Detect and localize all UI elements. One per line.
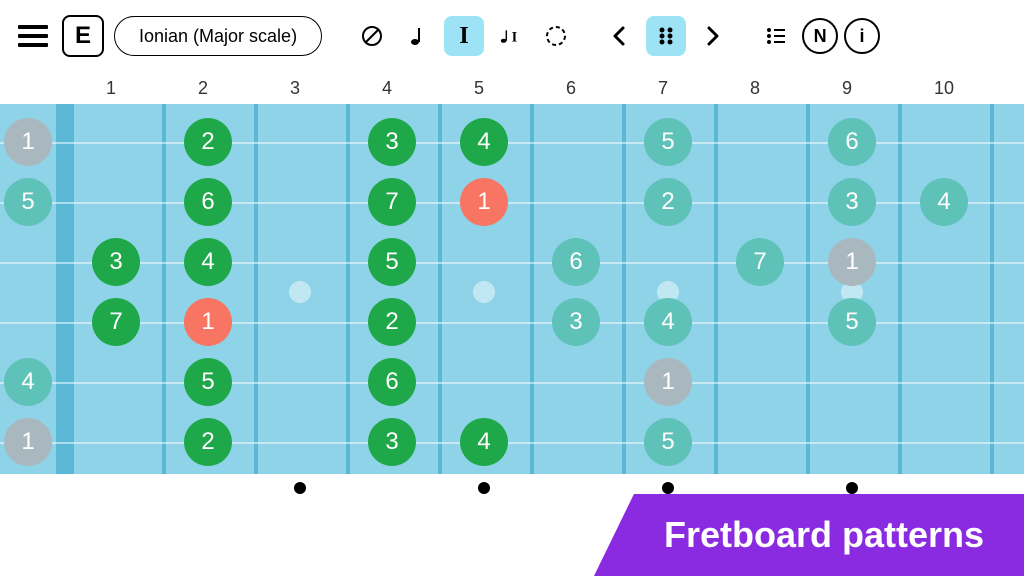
prev-icon[interactable]: [600, 16, 640, 56]
note-dot[interactable]: 6: [368, 358, 416, 406]
note-dot[interactable]: 1: [460, 178, 508, 226]
note-dot[interactable]: 7: [736, 238, 784, 286]
string-line: [0, 442, 1024, 444]
menu-button[interactable]: [14, 21, 52, 51]
pattern-dots-icon[interactable]: [646, 16, 686, 56]
note-dot[interactable]: 3: [368, 118, 416, 166]
nut: [56, 104, 74, 474]
note-dot[interactable]: 6: [184, 178, 232, 226]
note-dot[interactable]: 2: [368, 298, 416, 346]
fret-line: [714, 104, 718, 474]
note-dot[interactable]: 4: [644, 298, 692, 346]
note-dot[interactable]: 1: [4, 418, 52, 466]
fret-line: [438, 104, 442, 474]
note-dot[interactable]: 5: [644, 418, 692, 466]
fret-number: 1: [106, 78, 116, 99]
note-dot[interactable]: 7: [368, 178, 416, 226]
fret-line: [162, 104, 166, 474]
fret-line: [254, 104, 258, 474]
fret-marker: [478, 482, 490, 494]
promo-banner: Fretboard patterns: [594, 494, 1024, 576]
fret-marker: [662, 482, 674, 494]
note-dot[interactable]: 3: [552, 298, 600, 346]
note-dot[interactable]: 2: [184, 418, 232, 466]
inlay-dot: [473, 281, 495, 303]
fret-line: [990, 104, 994, 474]
list-icon[interactable]: [756, 16, 796, 56]
fret-line: [530, 104, 534, 474]
note-dot[interactable]: 2: [644, 178, 692, 226]
note-dot[interactable]: 4: [184, 238, 232, 286]
note-dot[interactable]: 1: [644, 358, 692, 406]
fret-line: [898, 104, 902, 474]
string-line: [0, 382, 1024, 384]
name-icon[interactable]: N: [802, 18, 838, 54]
fret-number: 3: [290, 78, 300, 99]
note-dot[interactable]: 1: [184, 298, 232, 346]
note-dot[interactable]: 1: [828, 238, 876, 286]
note-dot[interactable]: 7: [92, 298, 140, 346]
note-dot[interactable]: 4: [460, 418, 508, 466]
note-interval-icon[interactable]: I: [490, 16, 530, 56]
note-icon[interactable]: [398, 16, 438, 56]
key-selector[interactable]: E: [62, 15, 104, 57]
note-dot[interactable]: 6: [828, 118, 876, 166]
fret-number: 10: [934, 78, 954, 99]
fret-number: 2: [198, 78, 208, 99]
note-dot[interactable]: 1: [4, 118, 52, 166]
fret-number: 7: [658, 78, 668, 99]
fret-number: 4: [382, 78, 392, 99]
next-icon[interactable]: [692, 16, 732, 56]
note-dot[interactable]: 3: [828, 178, 876, 226]
note-dot[interactable]: 6: [552, 238, 600, 286]
fret-line: [622, 104, 626, 474]
note-dot[interactable]: 5: [4, 178, 52, 226]
fret-line: [346, 104, 350, 474]
fret-number: 6: [566, 78, 576, 99]
scale-selector[interactable]: Ionian (Major scale): [114, 16, 322, 56]
svg-text:I: I: [512, 30, 518, 46]
fret-number: 8: [750, 78, 760, 99]
dashed-circle-icon[interactable]: [536, 16, 576, 56]
inlay-dot: [289, 281, 311, 303]
fret-number: 5: [474, 78, 484, 99]
note-dot[interactable]: 5: [828, 298, 876, 346]
info-icon[interactable]: i: [844, 18, 880, 54]
note-dot[interactable]: 2: [184, 118, 232, 166]
fret-marker: [294, 482, 306, 494]
fret-marker: [846, 482, 858, 494]
note-dot[interactable]: 5: [368, 238, 416, 286]
fretboard[interactable]: 1541372641523752634146352415763154: [0, 104, 1024, 474]
note-dot[interactable]: 4: [4, 358, 52, 406]
note-dot[interactable]: 3: [368, 418, 416, 466]
interval-icon[interactable]: I: [444, 16, 484, 56]
note-dot[interactable]: 4: [460, 118, 508, 166]
fret-number: 9: [842, 78, 852, 99]
empty-circle-icon[interactable]: [352, 16, 392, 56]
note-dot[interactable]: 5: [644, 118, 692, 166]
note-dot[interactable]: 3: [92, 238, 140, 286]
note-dot[interactable]: 4: [920, 178, 968, 226]
note-dot[interactable]: 5: [184, 358, 232, 406]
fret-line: [806, 104, 810, 474]
